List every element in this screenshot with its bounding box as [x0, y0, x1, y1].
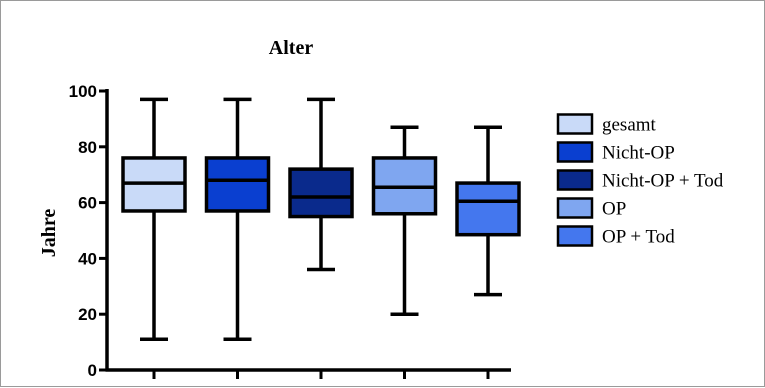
box-5	[457, 127, 519, 294]
box-4	[374, 127, 436, 314]
y-tick-label: 80	[78, 138, 97, 157]
legend-swatch	[558, 115, 592, 134]
box-2	[207, 99, 269, 339]
legend-label: OP	[602, 199, 626, 220]
legend-label: Nicht-OP	[602, 143, 675, 164]
box-3	[290, 99, 352, 269]
y-tick-label: 20	[78, 305, 97, 324]
iqr-box	[207, 158, 269, 211]
y-tick-label: 100	[69, 82, 97, 101]
iqr-box	[290, 169, 352, 216]
legend-label: gesamt	[602, 115, 657, 136]
y-tick-label: 40	[78, 249, 97, 268]
legend-swatch	[558, 199, 592, 218]
legend-label: OP + Tod	[602, 227, 675, 248]
chart-title: Alter	[269, 37, 314, 59]
axes: 0 20 40 60 80 100	[69, 82, 511, 380]
legend-label: Nicht-OP + Tod	[602, 171, 724, 192]
legend-swatch	[558, 143, 592, 162]
box-1	[123, 99, 185, 339]
y-axis-label: Jahre	[38, 209, 60, 258]
boxes	[123, 99, 519, 339]
legend-swatch	[558, 227, 592, 246]
legend: gesamt Nicht-OP Nicht-OP + Tod OP OP + Tod	[558, 115, 724, 248]
legend-swatch	[558, 171, 592, 190]
y-tick-label: 60	[78, 194, 97, 213]
y-tick-label: 0	[88, 361, 97, 380]
iqr-box	[457, 183, 519, 235]
